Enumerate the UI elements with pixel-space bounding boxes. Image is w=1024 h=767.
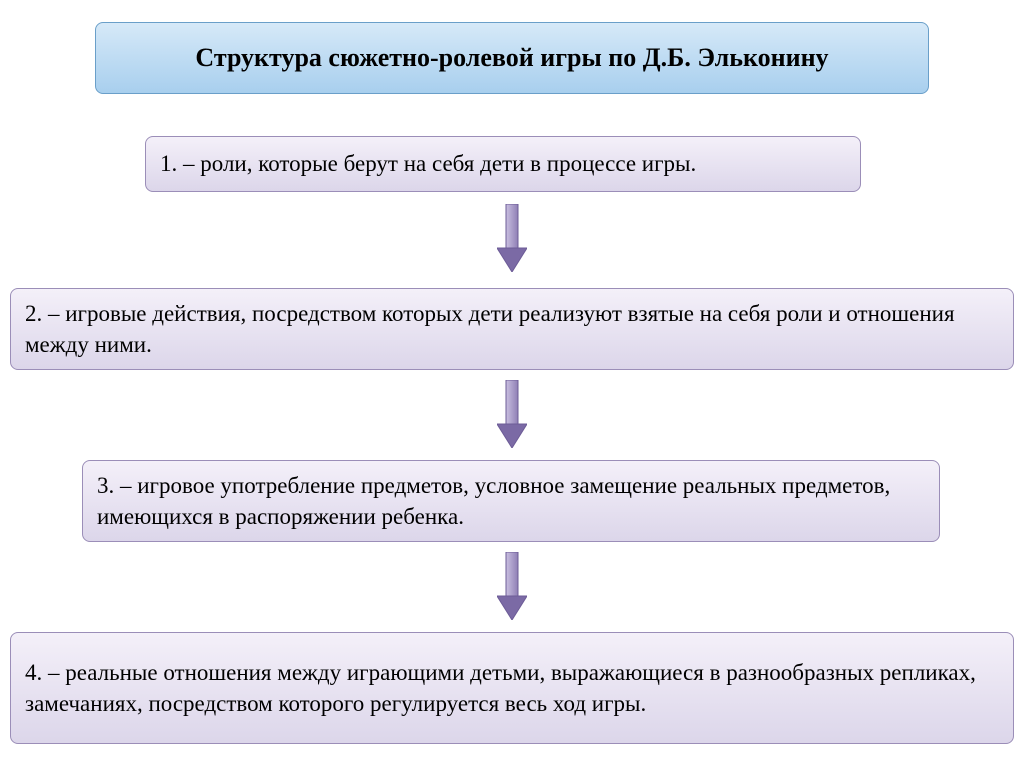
title-box: Структура сюжетно-ролевой игры по Д.Б. Э… [95, 22, 929, 94]
step-text-4: 4. – реальные отношения между играющими … [25, 657, 999, 719]
step-text-1: 1. – роли, которые берут на себя дети в … [160, 148, 696, 179]
step-box-4: 4. – реальные отношения между играющими … [10, 632, 1014, 744]
arrow-down-icon [497, 204, 527, 272]
step-box-3: 3. – игровое употребление предметов, усл… [82, 460, 940, 542]
step-text-3: 3. – игровое употребление предметов, усл… [97, 470, 925, 532]
step-box-2: 2. – игровые действия, посредством котор… [10, 288, 1014, 370]
step-text-2: 2. – игровые действия, посредством котор… [25, 298, 999, 360]
arrow-down-icon [497, 552, 527, 620]
step-box-1: 1. – роли, которые берут на себя дети в … [145, 136, 861, 192]
arrow-down-icon [497, 380, 527, 448]
title-text: Структура сюжетно-ролевой игры по Д.Б. Э… [195, 43, 828, 73]
